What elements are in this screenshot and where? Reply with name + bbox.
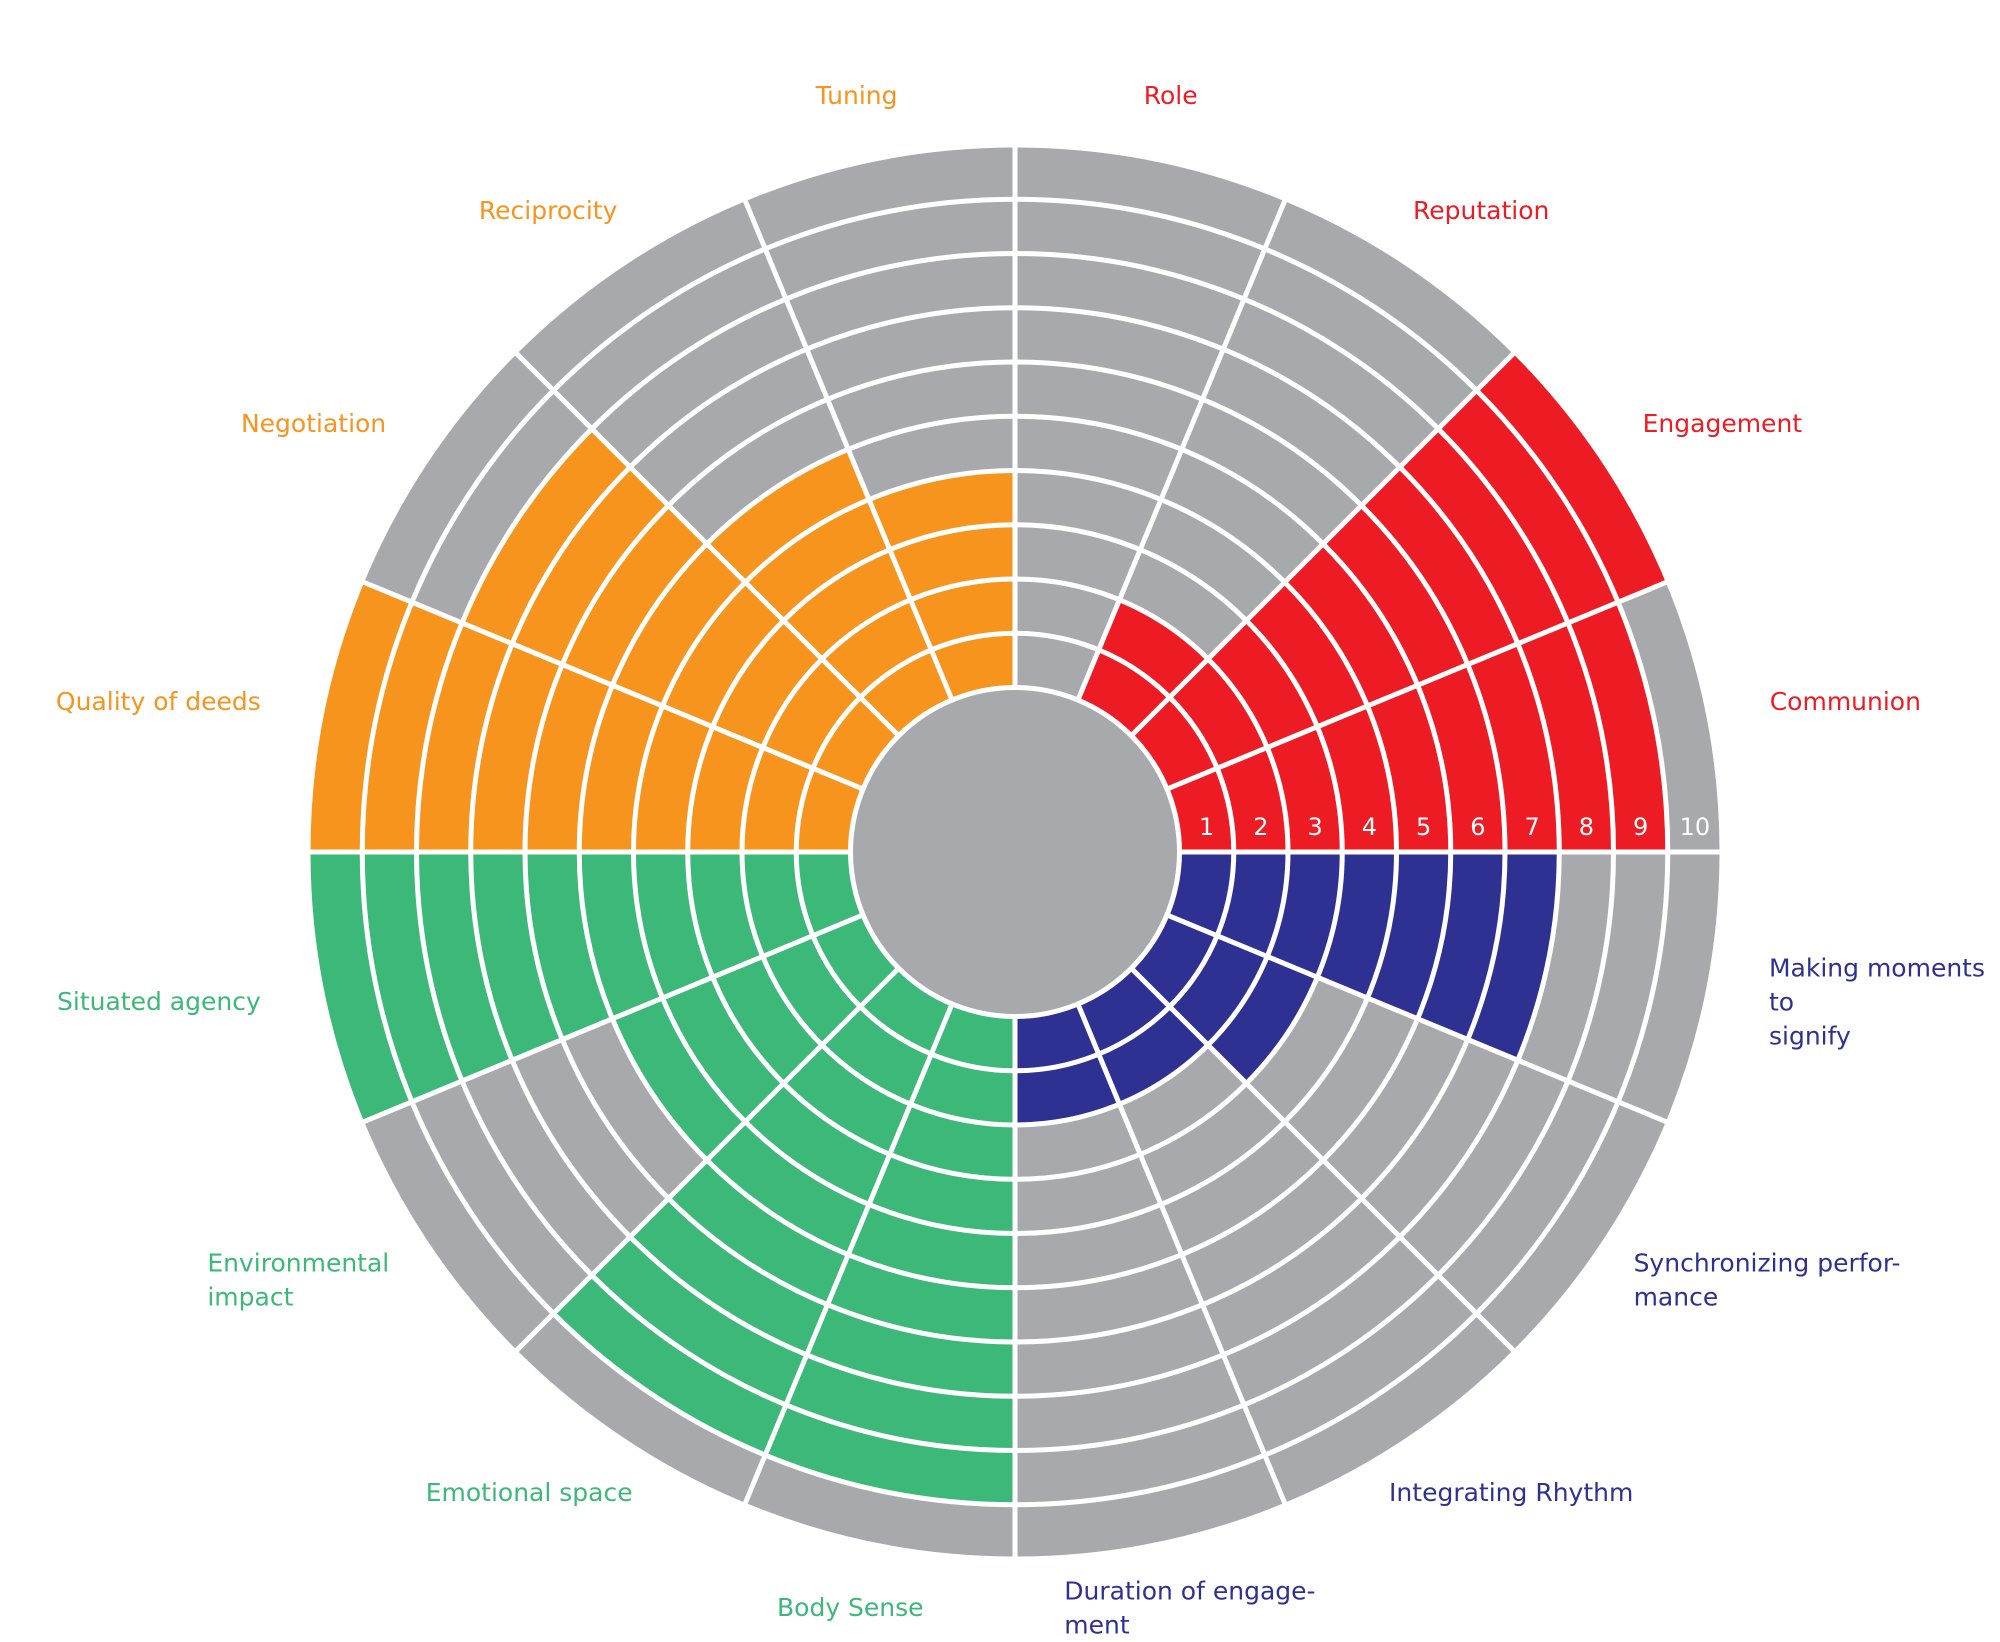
sector-label: Reputation [1413, 196, 1550, 226]
spoke-line [742, 1003, 955, 1507]
spoke-line [513, 350, 901, 738]
sector-label: Engagement [1642, 408, 1803, 438]
spoke-line [1166, 912, 1670, 1125]
spoke-line [1129, 350, 1517, 738]
sector-bar [1166, 602, 1668, 852]
ring-number: 5 [1416, 813, 1431, 841]
sector-label: Situated agency [57, 987, 261, 1017]
sector-bar [553, 968, 953, 1456]
sector-bar [765, 1003, 1015, 1505]
ring-number: 6 [1470, 813, 1485, 841]
sector-label: Tuning [815, 80, 898, 110]
sector-label: Making moments to signify [1768, 953, 1986, 1051]
ring-number: 1 [1199, 813, 1214, 841]
sector-label: Quality of deeds [55, 686, 261, 716]
sector-label: Role [1143, 80, 1198, 110]
sector-label: Body Sense [777, 1593, 924, 1623]
sector-bar [706, 449, 953, 736]
spoke-line [1075, 1003, 1288, 1507]
sector-label: Negotiation [240, 408, 387, 438]
ring-number: 2 [1253, 813, 1268, 841]
ring-number: 3 [1307, 813, 1322, 841]
ring-number: 10 [1680, 813, 1711, 841]
ring-number: 8 [1579, 813, 1594, 841]
sector-bar [1131, 914, 1318, 1084]
sector-label: Duration of engage- ment [1064, 1576, 1316, 1640]
sector-label: Emotional space [425, 1478, 633, 1508]
sector-label: Environmental impact [207, 1248, 390, 1312]
sector-label: Synchronizing perfor- mance [1633, 1248, 1901, 1312]
sector-bar [1166, 852, 1560, 1061]
sector-label: Communion [1769, 686, 1921, 716]
ring-number: 9 [1633, 813, 1648, 841]
spoke-line [360, 912, 864, 1125]
spoke-line [742, 197, 955, 701]
spoke-line [360, 579, 864, 792]
sector-bar [612, 914, 899, 1161]
spoke-line [1166, 579, 1670, 792]
spoke-line [1129, 966, 1517, 1354]
ring-number: 4 [1362, 813, 1377, 841]
spoke-line [1075, 197, 1288, 701]
center-disc [848, 685, 1182, 1019]
sector-bar [1131, 352, 1669, 790]
sector-bar [308, 852, 864, 1123]
sector-label: Integrating Rhythm [1389, 1478, 1634, 1508]
sector-label: Reciprocity [478, 196, 618, 226]
ring-number: 7 [1524, 813, 1539, 841]
sector-bar [308, 581, 864, 852]
spoke-line [513, 966, 901, 1354]
